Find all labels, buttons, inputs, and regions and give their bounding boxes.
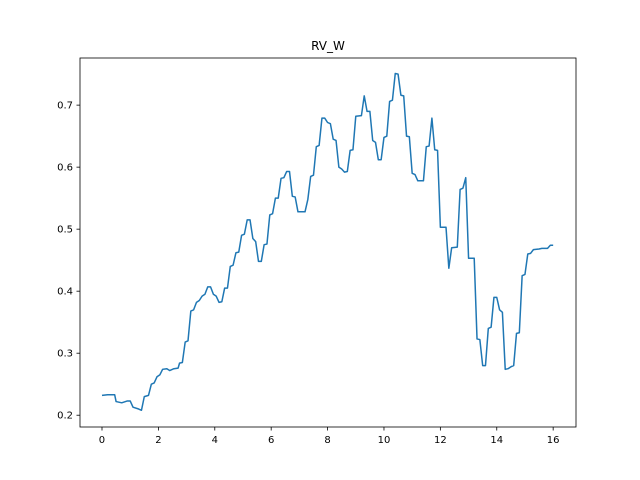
y-tick-label: 0.7 <box>57 101 73 112</box>
x-tick-label: 10 <box>378 435 391 446</box>
chart-title: RV_W <box>311 39 345 53</box>
x-tick-label: 0 <box>99 435 105 446</box>
x-tick-label: 8 <box>324 435 330 446</box>
y-tick-label: 0.3 <box>57 349 73 360</box>
x-tick-label: 12 <box>434 435 447 446</box>
x-tick-label: 16 <box>547 435 560 446</box>
x-tick-label: 2 <box>155 435 161 446</box>
x-tick-label: 6 <box>268 435 274 446</box>
y-tick-label: 0.4 <box>57 287 73 298</box>
y-tick-label: 0.2 <box>57 411 73 422</box>
data-line <box>101 72 554 412</box>
y-tick-label: 0.5 <box>57 225 73 236</box>
x-tick-label: 4 <box>212 435 218 446</box>
plot-frame <box>79 57 577 428</box>
x-tick-label: 14 <box>490 435 503 446</box>
y-tick-label: 0.6 <box>57 163 73 174</box>
